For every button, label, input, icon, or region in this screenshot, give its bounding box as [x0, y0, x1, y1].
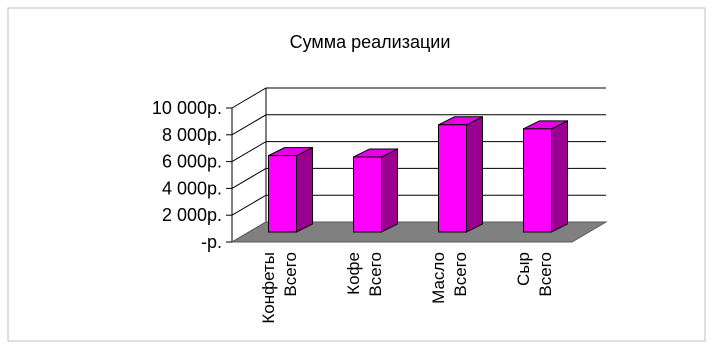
- bar-front: [353, 156, 382, 233]
- chart-frame: [7, 7, 706, 342]
- bar-side: [296, 146, 313, 233]
- bar-side: [551, 120, 568, 233]
- bar: [438, 115, 483, 233]
- bar-front: [438, 124, 467, 233]
- y-tick-label: 6 000р.: [162, 152, 222, 172]
- bar-side: [466, 115, 483, 233]
- chart-floor: [230, 221, 608, 243]
- grid-line: [231, 87, 606, 109]
- y-tick-label: 4 000р.: [162, 178, 222, 198]
- x-tick-label: Всего: [281, 252, 300, 297]
- x-tick-label: Всего: [451, 252, 470, 297]
- x-tick-label: Всего: [366, 252, 385, 297]
- bar: [523, 120, 568, 233]
- x-tick-label: Всего: [536, 252, 555, 297]
- x-tick-label: Кофе: [344, 252, 363, 295]
- x-tick-label: Сыр: [514, 252, 533, 286]
- y-tick-label: 2 000р.: [162, 205, 222, 225]
- x-tick-label: Масло: [429, 252, 448, 304]
- bar-side: [381, 148, 398, 233]
- bar: [268, 146, 313, 233]
- bar-front: [268, 155, 297, 233]
- y-tick-label: -р.: [201, 232, 222, 252]
- y-tick-label: 10 000р.: [152, 98, 222, 118]
- y-tick-label: 8 000р.: [162, 125, 222, 145]
- x-tick-label: Конфеты: [259, 252, 278, 324]
- bar-front: [523, 128, 552, 233]
- bar: [353, 148, 398, 233]
- chart-title: Сумма реализации: [290, 32, 451, 52]
